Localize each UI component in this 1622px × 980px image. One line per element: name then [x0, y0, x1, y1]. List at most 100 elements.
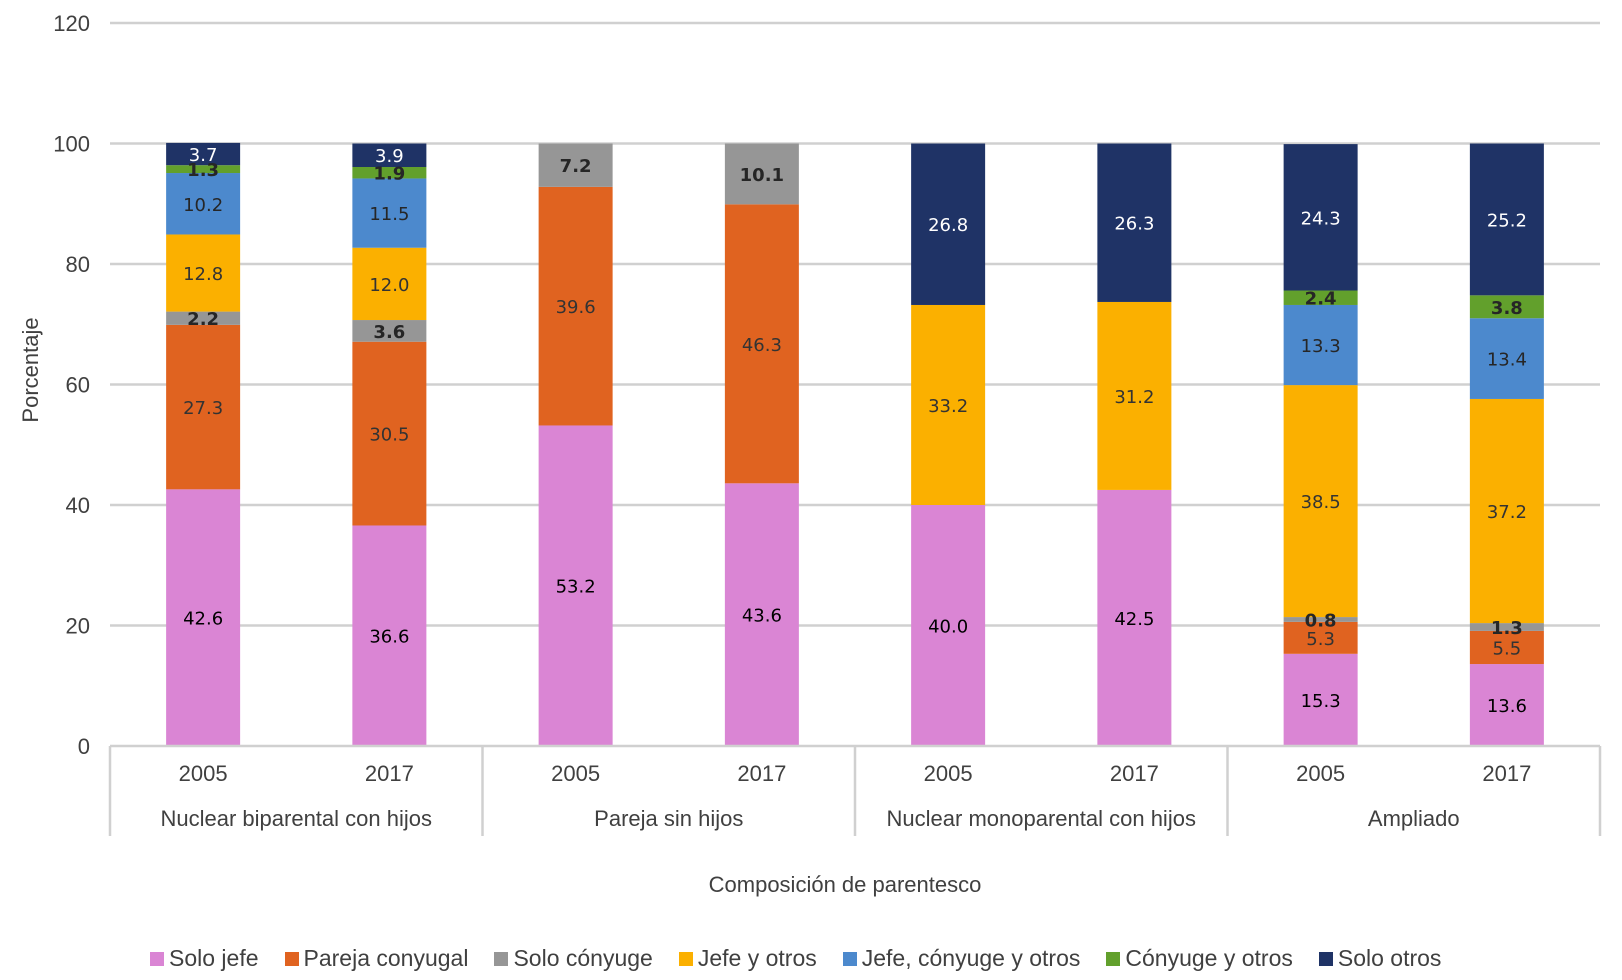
group-label: Nuclear monoparental con hijos [887, 806, 1196, 831]
bar-segment [352, 247, 427, 321]
bar-segment [911, 304, 986, 505]
bar-segment [1469, 143, 1544, 296]
data-label: 43.6 [742, 606, 782, 627]
y-tick-label: 0 [78, 734, 90, 759]
x-tick-label: 2005 [924, 761, 973, 786]
bar-segment [538, 425, 613, 746]
data-label: 0.8 [1305, 610, 1337, 631]
gridlines [110, 21, 1600, 627]
group-label: Ampliado [1368, 806, 1460, 831]
bar-segment [1283, 304, 1358, 386]
data-label: 7.2 [560, 156, 592, 177]
group-label: Nuclear biparental con hijos [161, 806, 433, 831]
bar-segment [166, 142, 241, 166]
bar-segment [724, 204, 799, 484]
data-label: 12.0 [369, 275, 409, 296]
bar-segment [352, 178, 427, 248]
bar-segment [166, 165, 241, 174]
data-label: 3.8 [1491, 298, 1523, 319]
data-label: 3.7 [189, 145, 218, 166]
y-tick-label: 60 [66, 373, 90, 398]
bar-segment [1097, 143, 1172, 302]
bar-segment [352, 143, 427, 167]
data-label: 42.6 [183, 609, 223, 630]
bar-segment [166, 489, 241, 746]
data-label: 3.9 [375, 146, 404, 167]
bar-segment [911, 143, 986, 305]
data-label: 27.3 [183, 398, 223, 419]
data-label: 3.6 [373, 322, 405, 343]
legend-swatch [284, 951, 299, 966]
bar-segment [1283, 144, 1358, 291]
data-label: 5.5 [1493, 638, 1522, 659]
legend-label: Solo cónyuge [513, 945, 653, 971]
data-label: 39.6 [556, 297, 596, 318]
data-label: 53.2 [556, 577, 596, 598]
x-tick-label: 2017 [1482, 761, 1531, 786]
x-tick-label: 2005 [1296, 761, 1345, 786]
legend-item: Solo cónyuge [494, 945, 653, 972]
data-label: 31.2 [1114, 387, 1154, 408]
data-label: 30.5 [369, 425, 409, 446]
data-label: 46.3 [742, 335, 782, 356]
x-axis: 2005 2017 Nuclear biparental con hijos 2005… [108, 744, 1602, 836]
data-label: 15.3 [1301, 691, 1341, 712]
y-tick-label: 40 [66, 493, 90, 518]
legend-swatch [494, 951, 509, 966]
bar-segment [911, 505, 986, 746]
data-label: 2.2 [187, 309, 219, 330]
bar-segment [1283, 290, 1358, 305]
data-label: 25.2 [1487, 210, 1527, 231]
data-label: 11.5 [369, 204, 409, 225]
y-tick-label: 20 [66, 614, 90, 639]
data-label: 24.3 [1301, 208, 1341, 229]
bar-segment [352, 166, 427, 179]
data-label: 1.3 [1491, 618, 1523, 639]
x-tick-label: 2017 [1110, 761, 1159, 786]
bar-segment [1283, 617, 1358, 622]
bar-segment [724, 143, 799, 205]
legend-item: Jefe, cónyuge y otros [842, 945, 1080, 972]
bar-segment [724, 483, 799, 746]
data-label: 26.3 [1114, 214, 1154, 235]
data-label: 2.4 [1305, 289, 1337, 310]
bar-segment [1469, 664, 1544, 746]
y-tick-label: 80 [66, 252, 90, 277]
bar-segment [166, 173, 241, 235]
data-label: 13.4 [1487, 350, 1527, 371]
legend-swatch [1106, 951, 1121, 966]
y-tick-label: 100 [53, 132, 90, 157]
bar-segment [1469, 623, 1544, 631]
bars [166, 142, 1544, 746]
bar-segment [538, 143, 613, 187]
x-axis-title: Composición de parentesco [709, 872, 982, 897]
bar-segment [538, 186, 613, 426]
bar-segment [1283, 621, 1358, 654]
data-label: 13.6 [1487, 696, 1527, 717]
bar-segment [352, 341, 427, 526]
legend-item: Cónyuge y otros [1106, 945, 1293, 972]
bar-segment [1469, 295, 1544, 319]
data-label: 12.8 [183, 264, 223, 285]
y-tick-label: 120 [53, 11, 90, 36]
legend-label: Jefe y otros [697, 945, 817, 971]
data-label: 36.6 [369, 627, 409, 648]
legend-item: Solo otros [1318, 945, 1442, 972]
bar-segment [1283, 653, 1358, 746]
data-label: 37.2 [1487, 502, 1527, 523]
group-label: Pareja sin hijos [594, 806, 743, 831]
legend-swatch [842, 951, 857, 966]
data-label: 10.1 [740, 165, 784, 186]
legend: Solo jefe Pareja conyugal Solo cónyuge Jefe… [150, 945, 1467, 972]
legend-swatch [678, 951, 693, 966]
legend-swatch [1318, 951, 1333, 966]
data-label: 40.0 [928, 617, 968, 638]
bar-segment [1469, 398, 1544, 624]
y-axis-ticks: 0 20 40 60 80 100 120 [53, 11, 90, 759]
legend-label: Solo otros [1337, 945, 1442, 971]
bar-segment [1097, 489, 1172, 746]
data-label: 10.2 [183, 195, 223, 216]
bar-segment [1469, 630, 1544, 665]
bar-segment [352, 525, 427, 746]
